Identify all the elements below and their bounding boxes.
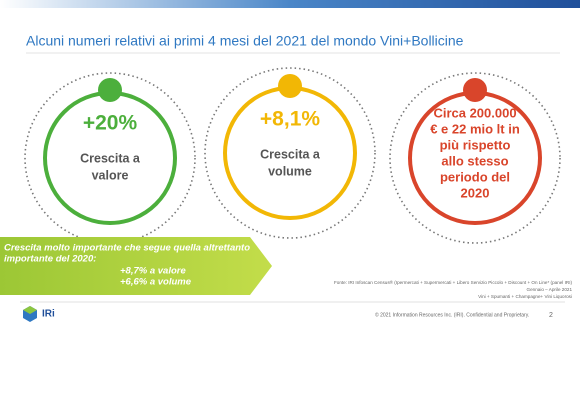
ring-dot bbox=[463, 78, 487, 102]
copyright: © 2021 Information Resources Inc. (IRI).… bbox=[375, 311, 529, 318]
banner-text: importante del 2020: bbox=[4, 254, 96, 265]
stat-value: +8,1% bbox=[260, 108, 320, 131]
top-bar bbox=[0, 0, 580, 8]
stat-text: 2020 bbox=[461, 185, 490, 200]
stat-label: volume bbox=[268, 164, 312, 178]
banner-text: +8,7% a valore bbox=[120, 266, 186, 277]
banner-text: +6,6% a volume bbox=[120, 277, 192, 288]
source-note: Vini + Spumanti + Champagne+ Vini Liquor… bbox=[478, 294, 572, 299]
dotted-ring bbox=[389, 72, 561, 244]
stat-text: più rispetto bbox=[440, 137, 511, 152]
page-number: 2 bbox=[549, 312, 553, 319]
banner-text: Crescita molto importante che segue quel… bbox=[4, 243, 250, 254]
stat-circle: +8,1% Crescita a volume bbox=[204, 67, 376, 239]
stat-text: allo stesso bbox=[441, 153, 508, 168]
ring-dot bbox=[98, 78, 122, 102]
stat-text: € e 22 mio lt in bbox=[430, 121, 520, 136]
stat-circle: +20% Crescita a valore bbox=[24, 72, 196, 244]
highlight-banner bbox=[0, 237, 272, 295]
source-note: Fonte: IRI Infoscan Census® (Ipermercati… bbox=[334, 279, 572, 285]
ring-dot bbox=[278, 74, 302, 98]
stat-label: valore bbox=[92, 168, 129, 182]
stat-label: Crescita a bbox=[80, 151, 141, 165]
stat-label: Crescita a bbox=[260, 147, 321, 161]
slide-title: Alcuni numeri relativi ai primi 4 mesi d… bbox=[26, 33, 464, 49]
stat-value: +20% bbox=[83, 112, 138, 135]
stat-circle: Circa 200.000 € e 22 mio lt in più rispe… bbox=[389, 72, 561, 244]
stat-text: periodo del bbox=[440, 169, 510, 184]
dotted-ring bbox=[24, 72, 196, 244]
source-note: Gennaio – Aprile 2021 bbox=[527, 287, 573, 292]
logo-mark bbox=[23, 306, 37, 314]
logo-text: IRi bbox=[42, 309, 55, 320]
dotted-ring bbox=[204, 67, 376, 239]
logo: IRi bbox=[23, 306, 55, 322]
stat-text: Circa 200.000 bbox=[433, 105, 516, 120]
